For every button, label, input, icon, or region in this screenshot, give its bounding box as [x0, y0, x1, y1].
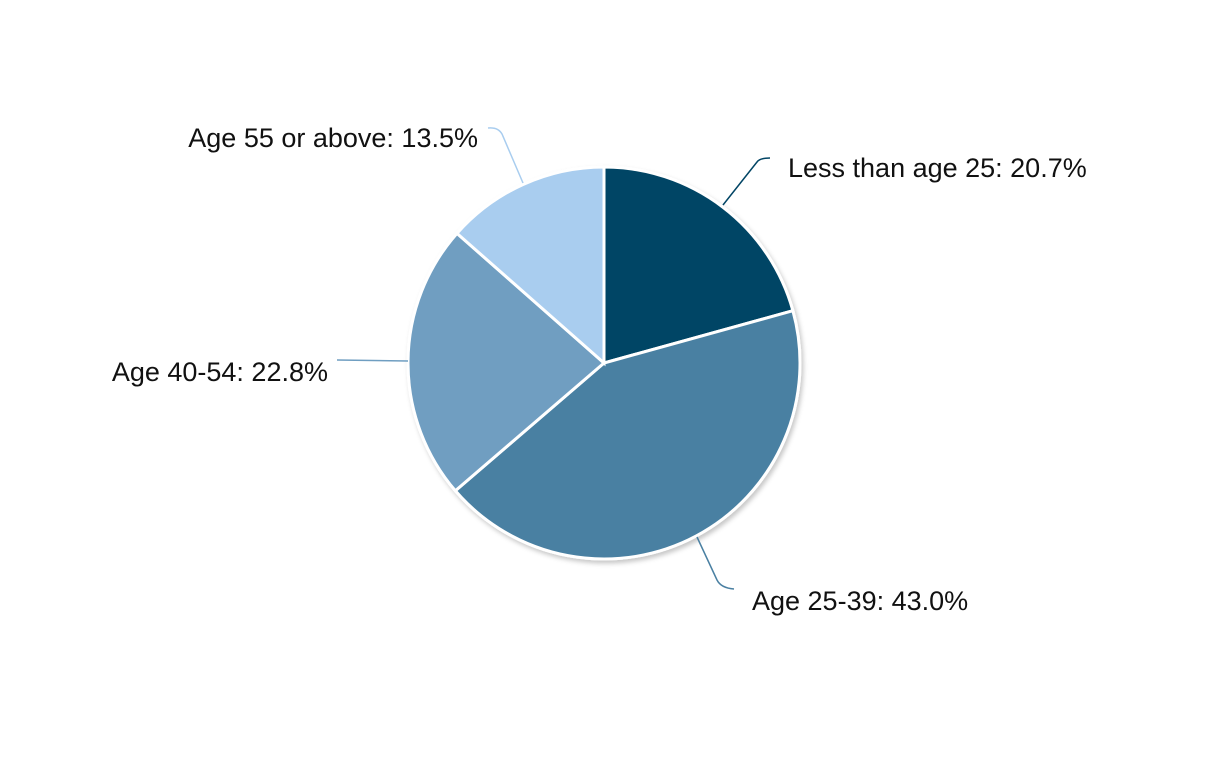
- data-label-25-39: Age 25-39: 43.0%: [752, 586, 968, 616]
- connector-25-39: [696, 536, 735, 590]
- pie-slices: [406, 165, 802, 561]
- label-connectors: [336, 127, 771, 590]
- pie-slice-less-than-25: [602, 165, 795, 365]
- connector-40-54: [336, 359, 409, 362]
- data-label-40-54: Age 40-54: 22.8%: [112, 357, 328, 387]
- pie-slice-40-54: [406, 231, 607, 493]
- data-labels: Less than age 25: 20.7% Age 25-39: 43.0%…: [112, 123, 1087, 616]
- pie-slice-55-above: [454, 165, 606, 367]
- pie-slice-25-39: [453, 308, 802, 561]
- data-label-55-above: Age 55 or above: 13.5%: [188, 123, 478, 153]
- connector-less-than-25: [722, 157, 771, 206]
- connector-55-above: [487, 127, 524, 184]
- data-label-less-than-25: Less than age 25: 20.7%: [788, 153, 1087, 183]
